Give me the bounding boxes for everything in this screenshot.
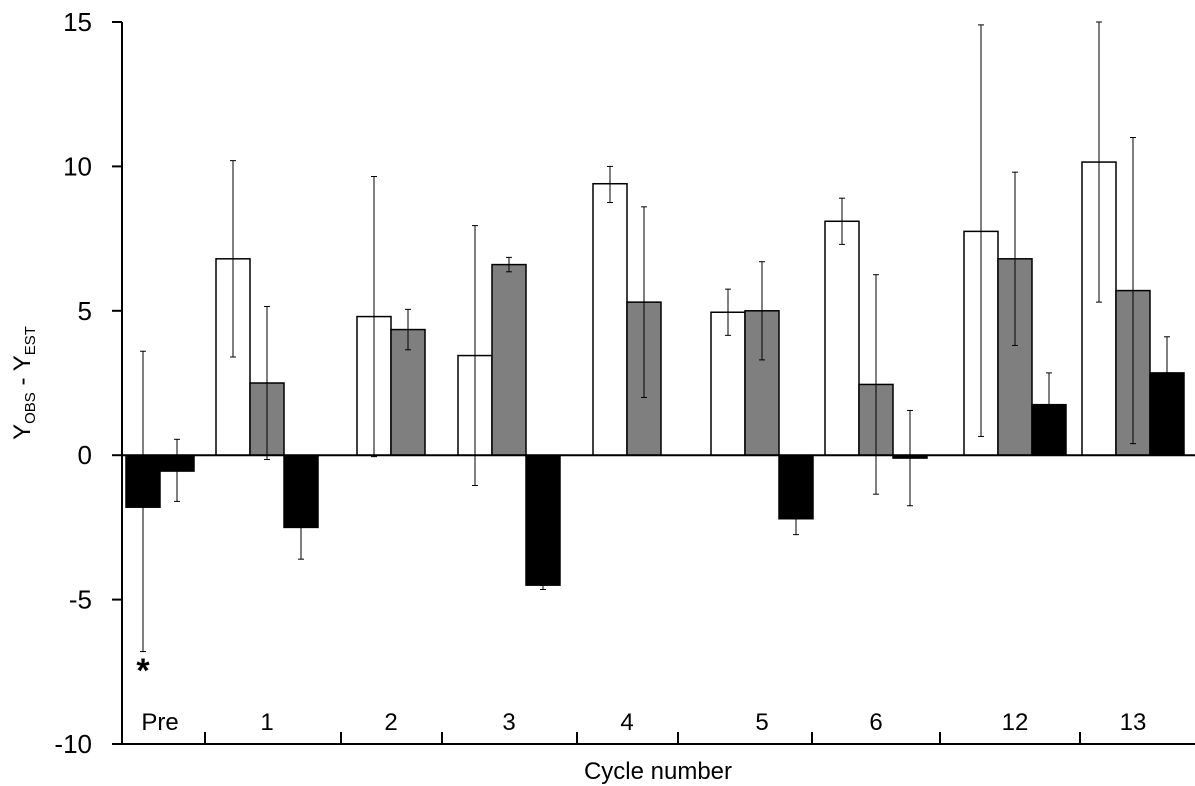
y-title-sub1: OBS [22, 392, 39, 424]
bar [1031, 403, 1067, 456]
bar [283, 454, 319, 529]
bar [491, 263, 527, 456]
bar [525, 454, 561, 586]
bars-layer [125, 161, 1185, 586]
significance-asterisk: * [136, 652, 150, 690]
category-label: 1 [260, 709, 273, 736]
bar [824, 220, 860, 456]
category-label: 4 [620, 709, 633, 736]
bar [592, 182, 628, 456]
category-label: 3 [502, 709, 515, 736]
category-label: Pre [141, 709, 178, 736]
category-label: 2 [384, 709, 397, 736]
bar [1149, 372, 1185, 456]
x-axis-title: Cycle number [584, 758, 732, 785]
category-label: 13 [1120, 709, 1147, 736]
ticks-layer [112, 21, 1081, 745]
y-title-mid: - Y [9, 355, 36, 392]
y-tick-label: -5 [69, 585, 92, 615]
category-label: 12 [1002, 709, 1029, 736]
bar [778, 454, 814, 520]
y-tick-label: 15 [63, 7, 92, 37]
error-bars-layer [140, 21, 1170, 653]
y-tick-label: -10 [54, 729, 92, 759]
category-label: 6 [869, 709, 882, 736]
category-label: 5 [755, 709, 768, 736]
y-tick-label: 10 [63, 151, 92, 181]
y-tick-label: 5 [78, 296, 92, 326]
bar [710, 311, 746, 456]
y-title-main: Y [9, 424, 36, 440]
y-tick-label: 0 [78, 440, 92, 470]
y-title-sub2: EST [22, 326, 39, 355]
y-axis-title: YOBS - YEST [9, 326, 39, 440]
axes-layer [121, 22, 1195, 745]
